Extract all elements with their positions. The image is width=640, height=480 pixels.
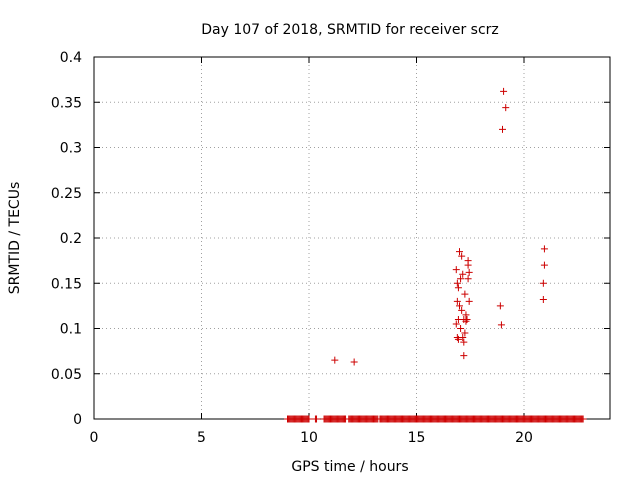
data-point — [462, 317, 470, 325]
data-point — [460, 338, 468, 346]
data-point — [457, 325, 465, 332]
data-point — [461, 290, 469, 298]
data-point — [465, 297, 473, 305]
data-point — [457, 275, 465, 283]
data-point — [464, 275, 472, 283]
chart-title: Day 107 of 2018, SRMTID for receiver scr… — [201, 22, 499, 38]
data-point — [453, 279, 461, 287]
y-tick-label: 0.25 — [51, 186, 82, 202]
data-points — [284, 87, 587, 423]
y-tick-label: 0.15 — [51, 276, 82, 292]
data-point — [464, 261, 472, 269]
x-axis-label: GPS time / hours — [291, 459, 408, 475]
data-point — [331, 356, 339, 364]
x-tick-label: 20 — [515, 430, 533, 446]
data-point — [465, 268, 473, 276]
data-point — [452, 320, 460, 328]
data-point — [499, 125, 506, 133]
x-tick-label: 15 — [408, 430, 426, 446]
y-tick-label: 0.35 — [51, 95, 82, 111]
data-point — [540, 245, 548, 253]
data-point — [497, 321, 505, 329]
data-point — [461, 329, 469, 337]
y-tick-label: 0.2 — [60, 231, 82, 247]
y-axis-label: SRMTID / TECUs — [7, 182, 23, 295]
data-point — [454, 335, 462, 343]
data-point — [459, 334, 467, 342]
grid-lines — [94, 57, 610, 419]
data-point — [453, 297, 461, 305]
data-point — [539, 296, 547, 304]
x-tick-label: 5 — [197, 430, 206, 446]
data-point — [500, 87, 508, 95]
data-point-zero — [579, 415, 587, 423]
y-tick-label: 0.4 — [60, 50, 82, 66]
data-point — [458, 252, 466, 260]
data-point — [456, 248, 463, 256]
data-point — [452, 266, 460, 274]
data-point — [539, 279, 547, 287]
data-point — [460, 352, 468, 360]
data-point — [462, 311, 470, 319]
y-tick-label: 0.05 — [51, 367, 82, 383]
data-point — [454, 284, 462, 292]
axis-ticks: 0 0.05 0.1 0.15 0.2 0.25 0.3 0.35 0.4 0 5 10 15 20 — [51, 50, 610, 446]
data-point — [456, 302, 463, 310]
x-tick-label: 0 — [90, 430, 99, 446]
data-point — [463, 315, 471, 323]
data-point-zero — [305, 415, 313, 423]
y-tick-label: 0.3 — [60, 141, 82, 157]
data-point-zero — [313, 415, 321, 423]
data-point — [496, 302, 504, 310]
data-point — [459, 270, 467, 278]
x-tick-label: 10 — [300, 430, 318, 446]
y-tick-label: 0 — [73, 412, 82, 428]
data-point — [540, 261, 548, 269]
plot-frame — [93, 56, 611, 420]
data-point — [458, 306, 466, 314]
data-point — [350, 358, 358, 366]
y-tick-label: 0.1 — [60, 322, 82, 338]
data-point — [502, 104, 510, 112]
